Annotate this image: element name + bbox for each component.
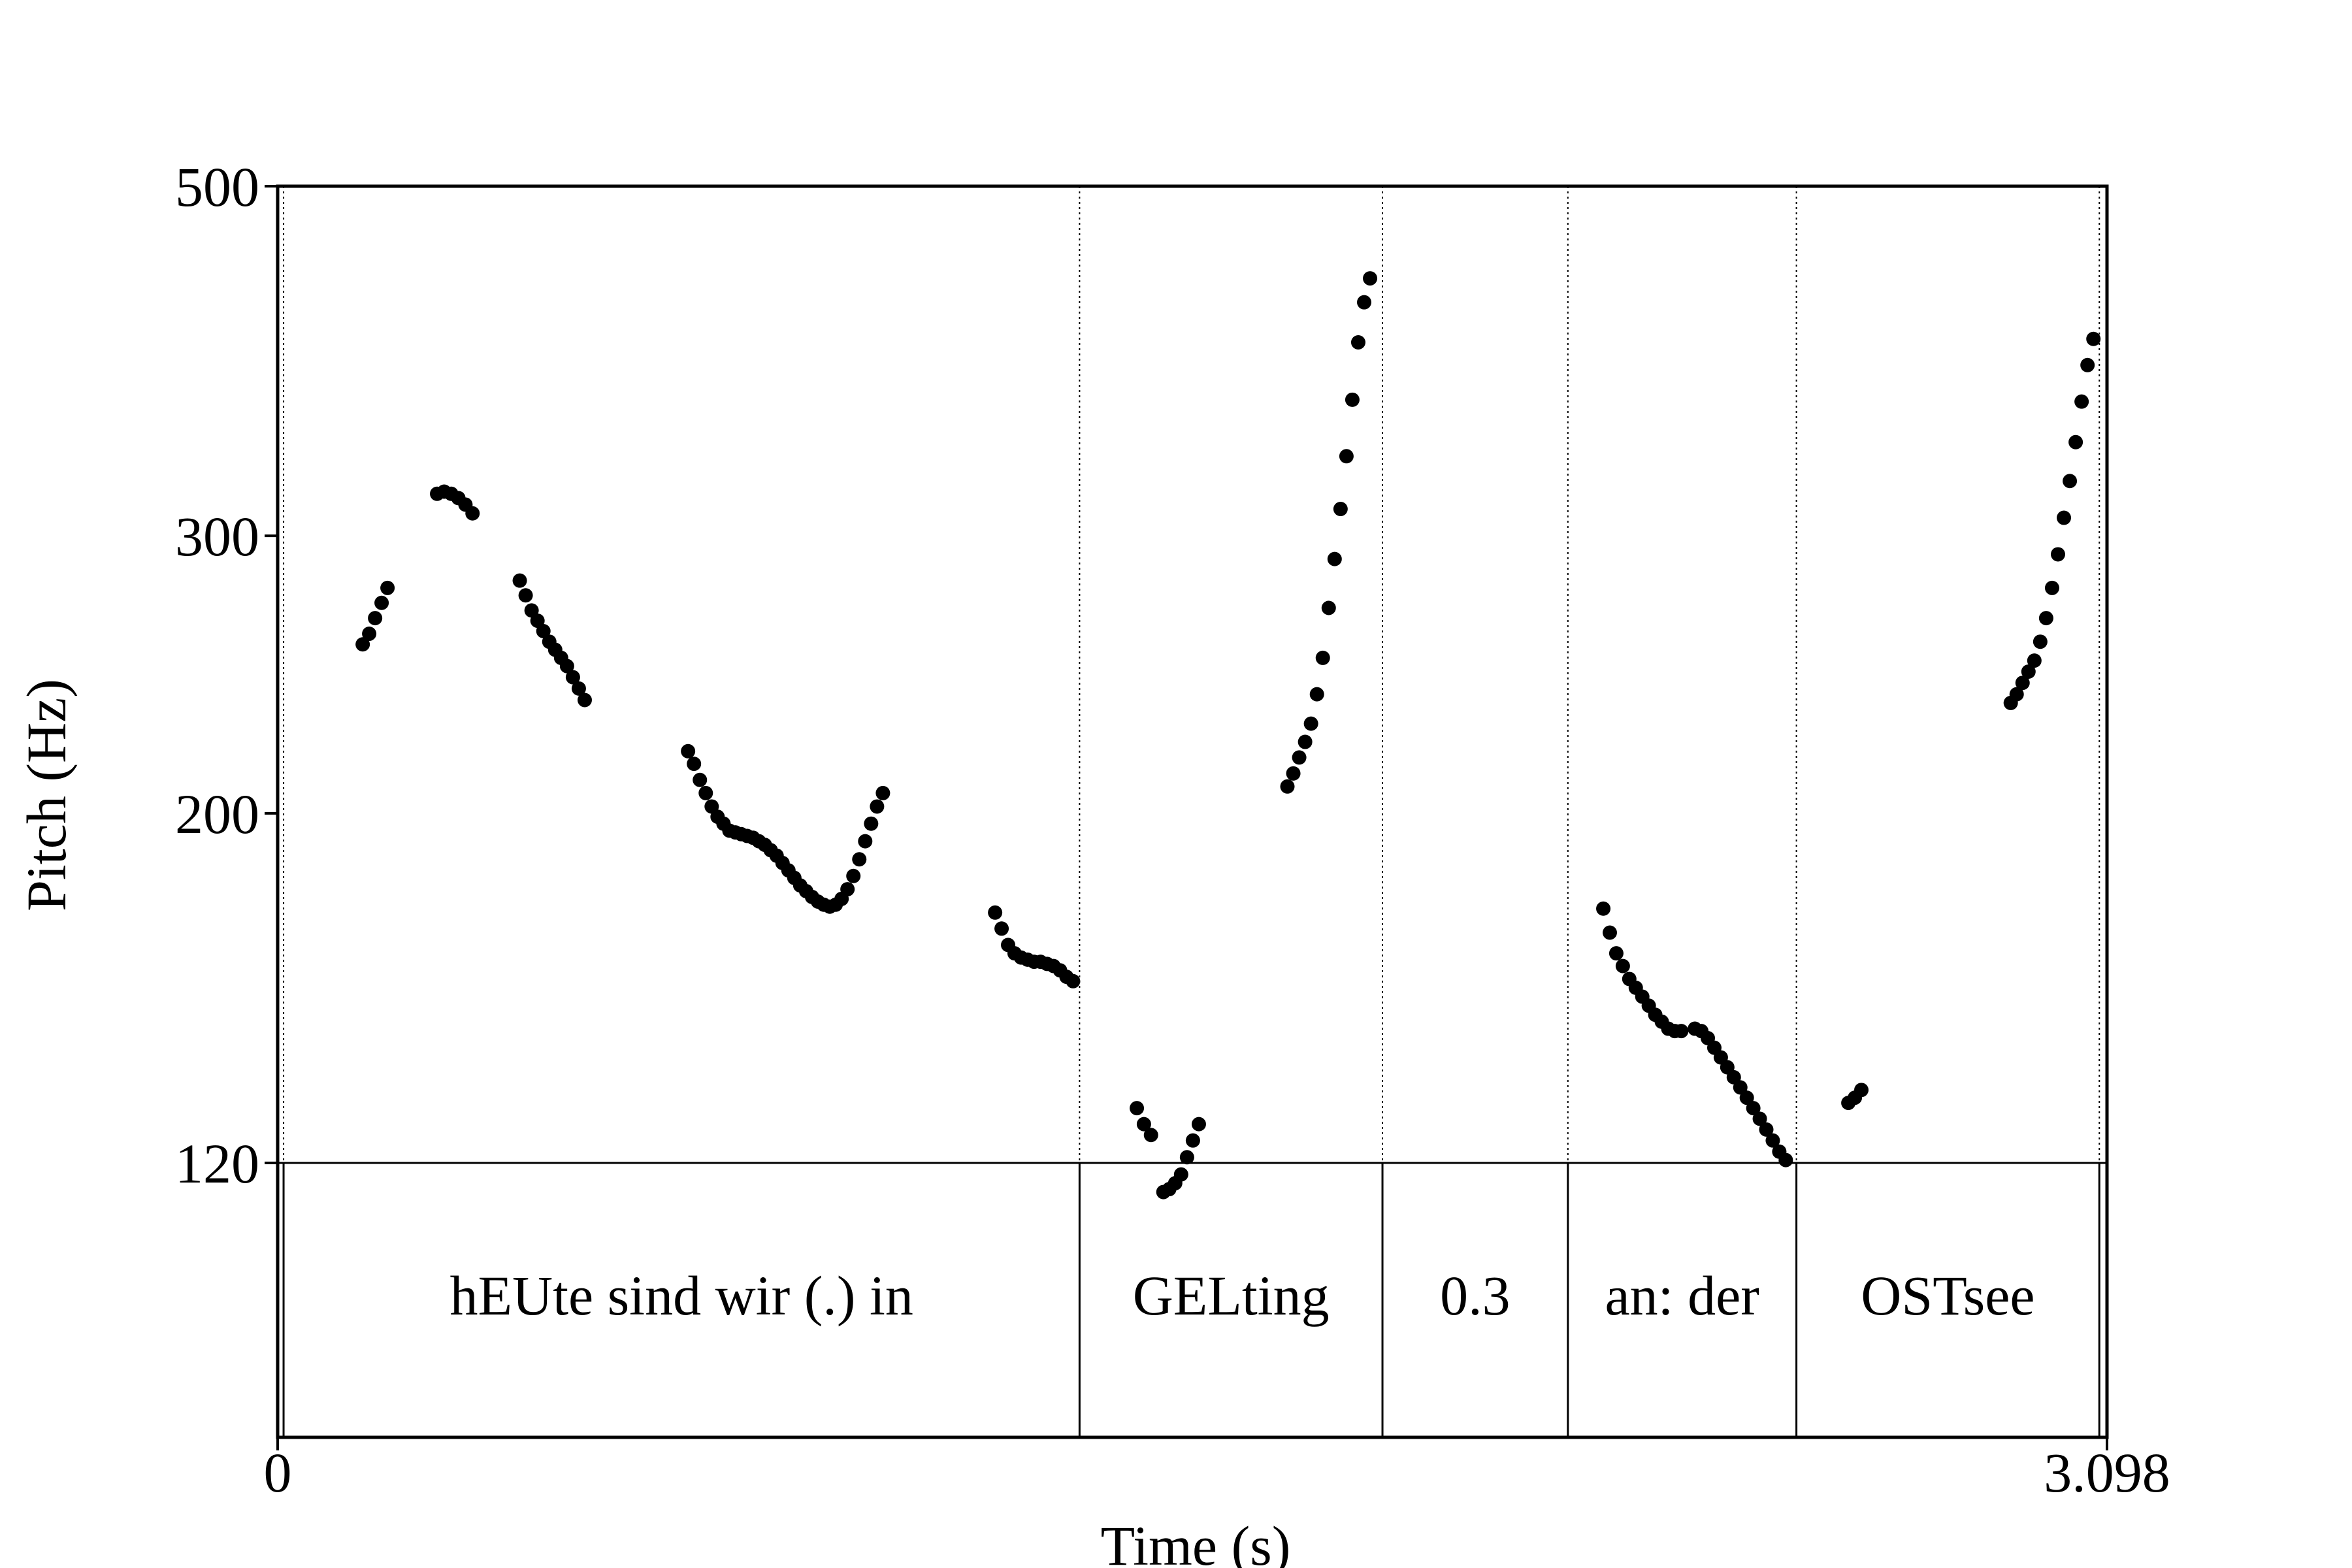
y-axis-title: Pitch (Hz) — [15, 679, 78, 911]
pitch-point-0-4 — [380, 580, 395, 595]
tier-label-4: OSTsee — [1861, 1264, 2034, 1327]
pitch-point-0-21 — [571, 681, 586, 696]
pitch-point-0-69 — [1066, 973, 1081, 988]
pitch-point-0-81 — [1286, 766, 1301, 781]
pitch-point-0-1 — [362, 627, 377, 642]
x-axis-title: Time (s) — [1101, 1514, 1291, 1568]
pitch-point-0-57 — [988, 905, 1003, 920]
pitch-point-0-92 — [1350, 335, 1365, 350]
pitch-point-0-14 — [530, 613, 545, 629]
y-tick-label-0: 500 — [175, 155, 259, 218]
pitch-point-0-88 — [1327, 551, 1342, 566]
pitch-point-0-84 — [1303, 716, 1318, 731]
pitch-point-0-72 — [1143, 1128, 1158, 1143]
pitch-point-0-0 — [355, 637, 370, 652]
pitch-point-0-58 — [994, 921, 1009, 936]
pitch-point-0-117 — [1746, 1101, 1761, 1116]
pitch-point-0-97 — [1609, 946, 1624, 961]
pitch-point-0-11 — [512, 573, 527, 588]
pitch-point-0-24 — [687, 757, 702, 772]
pitch-point-0-134 — [2050, 547, 2065, 562]
pitch-point-0-135 — [2057, 510, 2072, 525]
pitch-point-0-140 — [2086, 331, 2101, 346]
pitch-point-0-71 — [1136, 1117, 1151, 1132]
y-tick-label-3: 120 — [175, 1132, 259, 1195]
pitch-point-0-127 — [2009, 687, 2024, 702]
pitch-point-0-77 — [1179, 1150, 1194, 1165]
pitch-point-0-131 — [2033, 634, 2048, 649]
pitch-point-0-70 — [1130, 1101, 1145, 1116]
pitch-point-0-139 — [2080, 357, 2095, 372]
pitch-point-0-107 — [1674, 1024, 1689, 1039]
pitch-point-0-128 — [2015, 676, 2030, 691]
y-tick-label-1: 300 — [175, 505, 259, 568]
pitch-point-0-91 — [1345, 392, 1360, 407]
pitch-point-0-80 — [1280, 779, 1295, 794]
pitch-point-0-89 — [1333, 502, 1348, 517]
pitch-point-0-86 — [1315, 650, 1330, 665]
pitch-point-0-119 — [1759, 1122, 1774, 1137]
pitch-point-0-76 — [1173, 1167, 1188, 1182]
pitch-point-0-50 — [840, 882, 855, 897]
tier-label-2: 0.3 — [1440, 1264, 1511, 1327]
interval-boundary-lines — [283, 186, 2100, 1163]
y-axis-ticks: 500 300 200 120 — [175, 155, 278, 1195]
pitch-point-0-136 — [2063, 474, 2078, 489]
pitch-point-0-129 — [2021, 664, 2036, 679]
pitch-point-0-83 — [1298, 734, 1313, 749]
pitch-point-0-53 — [858, 834, 873, 849]
pitch-point-0-56 — [875, 785, 890, 800]
pitch-point-0-120 — [1765, 1133, 1780, 1148]
pitch-point-0-93 — [1357, 295, 1372, 310]
pitch-point-0-130 — [2027, 653, 2042, 668]
pitch-point-0-95 — [1596, 901, 1611, 916]
x-tick-label-1: 3.098 — [2044, 1441, 2170, 1504]
plot-frame — [276, 184, 2109, 1439]
y-tick-label-2: 200 — [175, 783, 259, 845]
pitch-point-0-138 — [2074, 394, 2089, 409]
pitch-point-0-82 — [1292, 750, 1307, 765]
pitch-point-0-51 — [846, 868, 861, 883]
pitch-point-0-15 — [536, 624, 551, 639]
pitch-point-0-132 — [2038, 611, 2053, 626]
pitch-point-0-133 — [2044, 580, 2059, 595]
x-tick-label-0: 0 — [264, 1441, 292, 1504]
pitch-point-0-118 — [1752, 1111, 1767, 1126]
tier-label-1: GELting — [1133, 1264, 1330, 1327]
pitch-point-0-79 — [1191, 1117, 1206, 1132]
pitch-point-0-87 — [1321, 600, 1336, 615]
pitch-point-0-54 — [864, 816, 879, 831]
pitch-point-0-19 — [559, 659, 574, 674]
pitch-point-0-10 — [465, 506, 480, 521]
pitch-point-0-85 — [1309, 687, 1324, 702]
tier-label-3: an: der — [1605, 1264, 1759, 1327]
x-axis-ticks: 0 3.098 — [264, 1437, 2170, 1504]
pitch-point-0-23 — [681, 743, 696, 759]
pitch-point-0-122 — [1778, 1152, 1793, 1168]
pitch-point-0-25 — [693, 772, 708, 787]
pitch-point-0-137 — [2068, 434, 2083, 449]
pitch-point-0-20 — [565, 670, 580, 685]
pitch-point-0-2 — [368, 611, 383, 626]
pitch-point-0-94 — [1363, 271, 1378, 286]
pitch-point-0-98 — [1615, 958, 1630, 973]
pitch-points — [355, 271, 2101, 1200]
pitch-point-0-90 — [1339, 449, 1354, 464]
pitch-point-0-12 — [518, 588, 533, 603]
pitch-point-0-26 — [698, 785, 713, 800]
pitch-point-0-55 — [870, 799, 885, 814]
pitch-point-0-78 — [1185, 1133, 1200, 1148]
pitch-point-0-3 — [374, 595, 389, 610]
pitch-point-0-116 — [1739, 1090, 1754, 1105]
tier-label-0: hEUte sind wir (.) in — [450, 1264, 913, 1327]
pitch-point-0-52 — [852, 852, 867, 867]
pitch-point-0-115 — [1733, 1080, 1748, 1095]
pitch-point-0-22 — [577, 693, 592, 708]
tier-labels: hEUte sind wir (.) in GELting 0.3 an: der OS… — [450, 1264, 2035, 1327]
tier-boundary-lines — [282, 1163, 2100, 1437]
pitch-point-0-125 — [1854, 1083, 1869, 1098]
pitch-point-0-96 — [1602, 925, 1617, 940]
